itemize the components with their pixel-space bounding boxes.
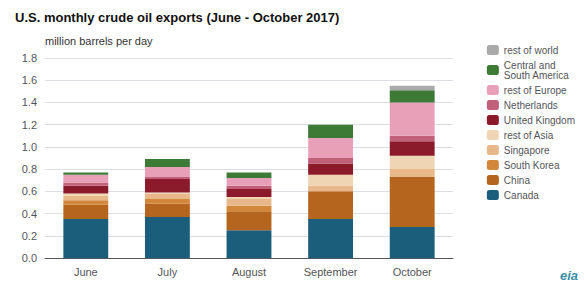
- svg-text:million barrels per day: million barrels per day: [45, 35, 153, 47]
- svg-text:0.0: 0.0: [22, 252, 37, 264]
- svg-text:1.4: 1.4: [22, 96, 37, 108]
- svg-text:eia: eia: [560, 268, 578, 283]
- svg-text:0.8: 0.8: [22, 163, 37, 175]
- svg-text:October: October: [393, 266, 432, 278]
- svg-text:China: China: [504, 175, 531, 186]
- svg-text:Canada: Canada: [504, 190, 539, 201]
- svg-text:0.6: 0.6: [22, 185, 37, 197]
- svg-text:June: June: [74, 266, 98, 278]
- svg-text:1.2: 1.2: [22, 119, 37, 131]
- svg-text:rest of Europe: rest of Europe: [504, 85, 567, 96]
- svg-text:0.4: 0.4: [22, 208, 37, 220]
- svg-text:1.8: 1.8: [22, 52, 37, 64]
- svg-text:September: September: [304, 266, 358, 278]
- svg-text:rest of Asia: rest of Asia: [504, 130, 554, 141]
- svg-text:Singapore: Singapore: [504, 145, 550, 156]
- svg-text:Central and: Central and: [503, 59, 556, 71]
- svg-text:Netherlands: Netherlands: [504, 100, 558, 111]
- svg-text:rest of world: rest of world: [504, 45, 558, 56]
- svg-text:South Korea: South Korea: [504, 160, 560, 171]
- svg-text:July: July: [158, 266, 178, 278]
- svg-text:1.0: 1.0: [22, 141, 37, 153]
- svg-text:August: August: [232, 266, 266, 278]
- svg-text:1.6: 1.6: [22, 74, 37, 86]
- svg-text:0.2: 0.2: [22, 230, 37, 242]
- svg-text:United Kingdom: United Kingdom: [504, 115, 575, 126]
- svg-text:U.S. monthly crude oil exports: U.S. monthly crude oil exports (June - O…: [15, 10, 339, 25]
- svg-text:South America: South America: [504, 70, 569, 81]
